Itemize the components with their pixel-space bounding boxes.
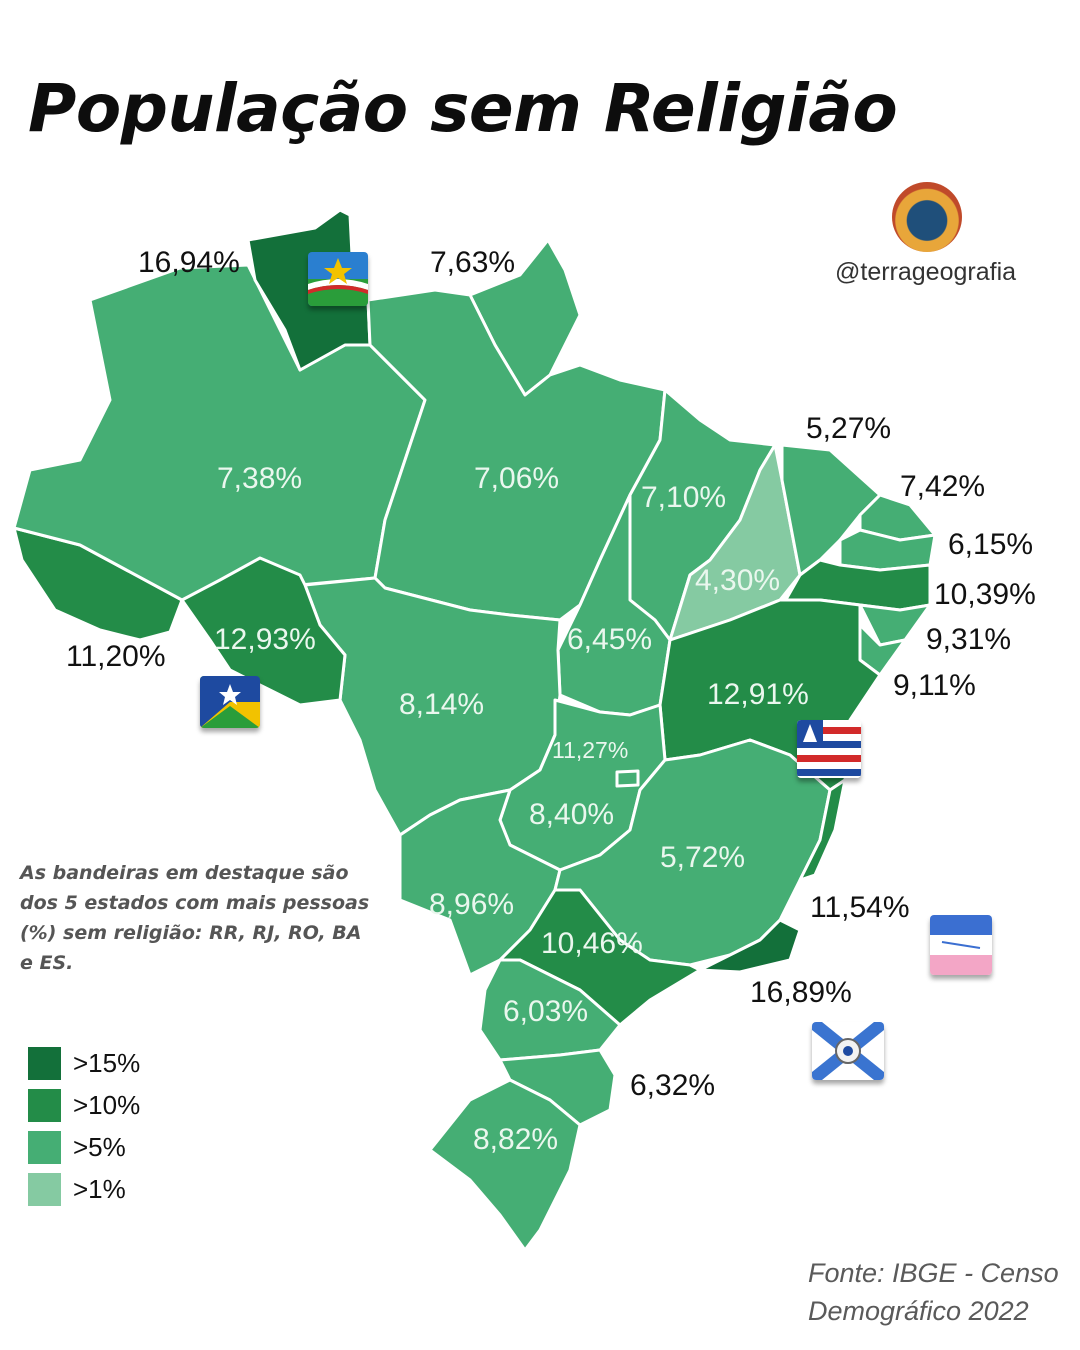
label-SP: 10,46% bbox=[541, 927, 643, 960]
legend-item: >10% bbox=[28, 1084, 140, 1126]
flag-espirito-santo-icon bbox=[930, 915, 992, 975]
state-RJ bbox=[698, 918, 802, 974]
label-PI: 4,30% bbox=[695, 564, 781, 597]
legend-item: >5% bbox=[28, 1126, 140, 1168]
flags-note: As bandeiras em destaque são dos 5 estad… bbox=[20, 862, 370, 974]
label-SC: 6,32% bbox=[630, 1069, 716, 1102]
label-MT: 8,14% bbox=[399, 688, 485, 721]
label-RR: 16,94% bbox=[138, 246, 240, 279]
label-RJ: 16,89% bbox=[750, 976, 852, 1009]
state-PB bbox=[838, 528, 937, 572]
label-PE: 10,39% bbox=[934, 578, 1036, 611]
label-PR: 6,03% bbox=[503, 995, 589, 1028]
label-AC: 11,20% bbox=[66, 640, 166, 673]
label-MA: 7,10% bbox=[641, 481, 727, 514]
label-BA: 12,91% bbox=[707, 678, 809, 711]
label-ES: 11,54% bbox=[810, 891, 910, 924]
legend-label: >15% bbox=[73, 1047, 141, 1078]
legend-label: >1% bbox=[73, 1173, 126, 1204]
label-PB: 6,15% bbox=[948, 528, 1034, 561]
state-RS bbox=[428, 1078, 582, 1252]
label-DF: 11,27% bbox=[552, 737, 629, 763]
source-line-1: Fonte: IBGE - Censo bbox=[808, 1258, 1059, 1288]
author-handle: @terrageografia bbox=[835, 258, 1017, 286]
legend-label: >10% bbox=[73, 1089, 141, 1120]
flag-rondonia-icon bbox=[200, 676, 260, 728]
flag-rio-de-janeiro-icon bbox=[812, 1022, 884, 1080]
label-SE: 9,11% bbox=[893, 669, 976, 702]
label-MS: 8,96% bbox=[429, 888, 515, 921]
label-AL: 9,31% bbox=[926, 623, 1012, 656]
flag-bahia-icon bbox=[797, 720, 861, 778]
legend-swatch bbox=[28, 1046, 61, 1080]
label-MG: 5,72% bbox=[660, 841, 746, 874]
state-RO bbox=[180, 556, 347, 707]
legend-swatch bbox=[28, 1130, 61, 1164]
label-TO: 6,45% bbox=[567, 623, 653, 656]
globe-logo-icon bbox=[892, 182, 962, 252]
legend-item: >15% bbox=[28, 1042, 140, 1084]
flag-roraima-icon bbox=[308, 252, 368, 306]
label-RO: 12,93% bbox=[214, 623, 316, 656]
source-citation: Fonte: IBGE - Censo Demográfico 2022 bbox=[808, 1254, 1078, 1330]
legend-label: >5% bbox=[73, 1131, 126, 1162]
label-GO: 8,40% bbox=[529, 798, 615, 831]
label-CE: 5,27% bbox=[806, 412, 892, 445]
map-title: População sem Religião bbox=[28, 70, 898, 147]
label-PA: 7,06% bbox=[474, 462, 560, 495]
legend-swatch bbox=[28, 1172, 61, 1206]
label-AP: 7,63% bbox=[430, 246, 516, 279]
label-AM: 7,38% bbox=[217, 462, 303, 495]
legend-swatch bbox=[28, 1088, 61, 1122]
map-legend: >15% >10% >5% >1% bbox=[28, 1042, 140, 1210]
label-RN: 7,42% bbox=[900, 470, 986, 503]
state-DF bbox=[615, 769, 640, 788]
legend-item: >1% bbox=[28, 1168, 140, 1210]
state-AL bbox=[858, 603, 932, 647]
source-line-2: Demográfico 2022 bbox=[808, 1296, 1029, 1326]
label-RS: 8,82% bbox=[473, 1123, 559, 1156]
state-ES bbox=[798, 778, 847, 882]
